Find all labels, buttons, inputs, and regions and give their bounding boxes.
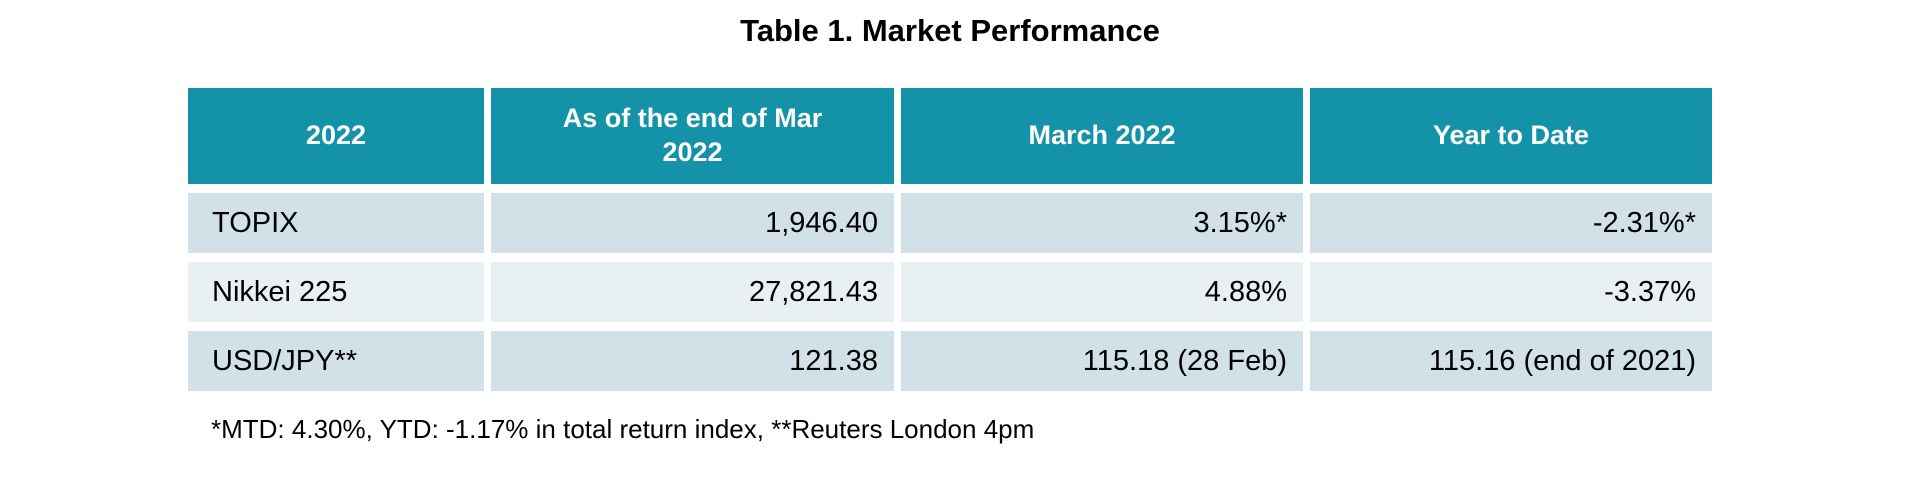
table-footnote: *MTD: 4.30%, YTD: -1.17% in total return… [211,414,1035,444]
usdjpy-march-2022-value: 115.18 (28 Feb) [901,331,1303,391]
topix-march-2022-value: 3.15%* [901,193,1303,253]
nikkei225-end-of-mar-value: 27,821.43 [491,262,894,322]
nikkei225-year-to-date-value: -3.37% [1310,262,1712,322]
table-title: Table 1. Market Performance [740,13,1160,48]
nikkei225-march-2022-value: 4.88% [901,262,1303,322]
row-label-nikkei225: Nikkei 225 [188,262,484,322]
row-label-usdjpy: USD/JPY** [188,331,484,391]
column-header-year-to-date: Year to Date [1310,88,1712,184]
column-header-2022: 2022 [188,88,484,184]
row-label-topix: TOPIX [188,193,484,253]
column-header-march-2022: March 2022 [901,88,1303,184]
market-performance-table: 2022 As of the end of Mar 2022 March 202… [188,88,1712,391]
usdjpy-end-of-mar-value: 121.38 [491,331,894,391]
usdjpy-year-to-date-value: 115.16 (end of 2021) [1310,331,1712,391]
column-header-end-of-mar: As of the end of Mar 2022 [491,88,894,184]
topix-year-to-date-value: -2.31%* [1310,193,1712,253]
topix-end-of-mar-value: 1,946.40 [491,193,894,253]
